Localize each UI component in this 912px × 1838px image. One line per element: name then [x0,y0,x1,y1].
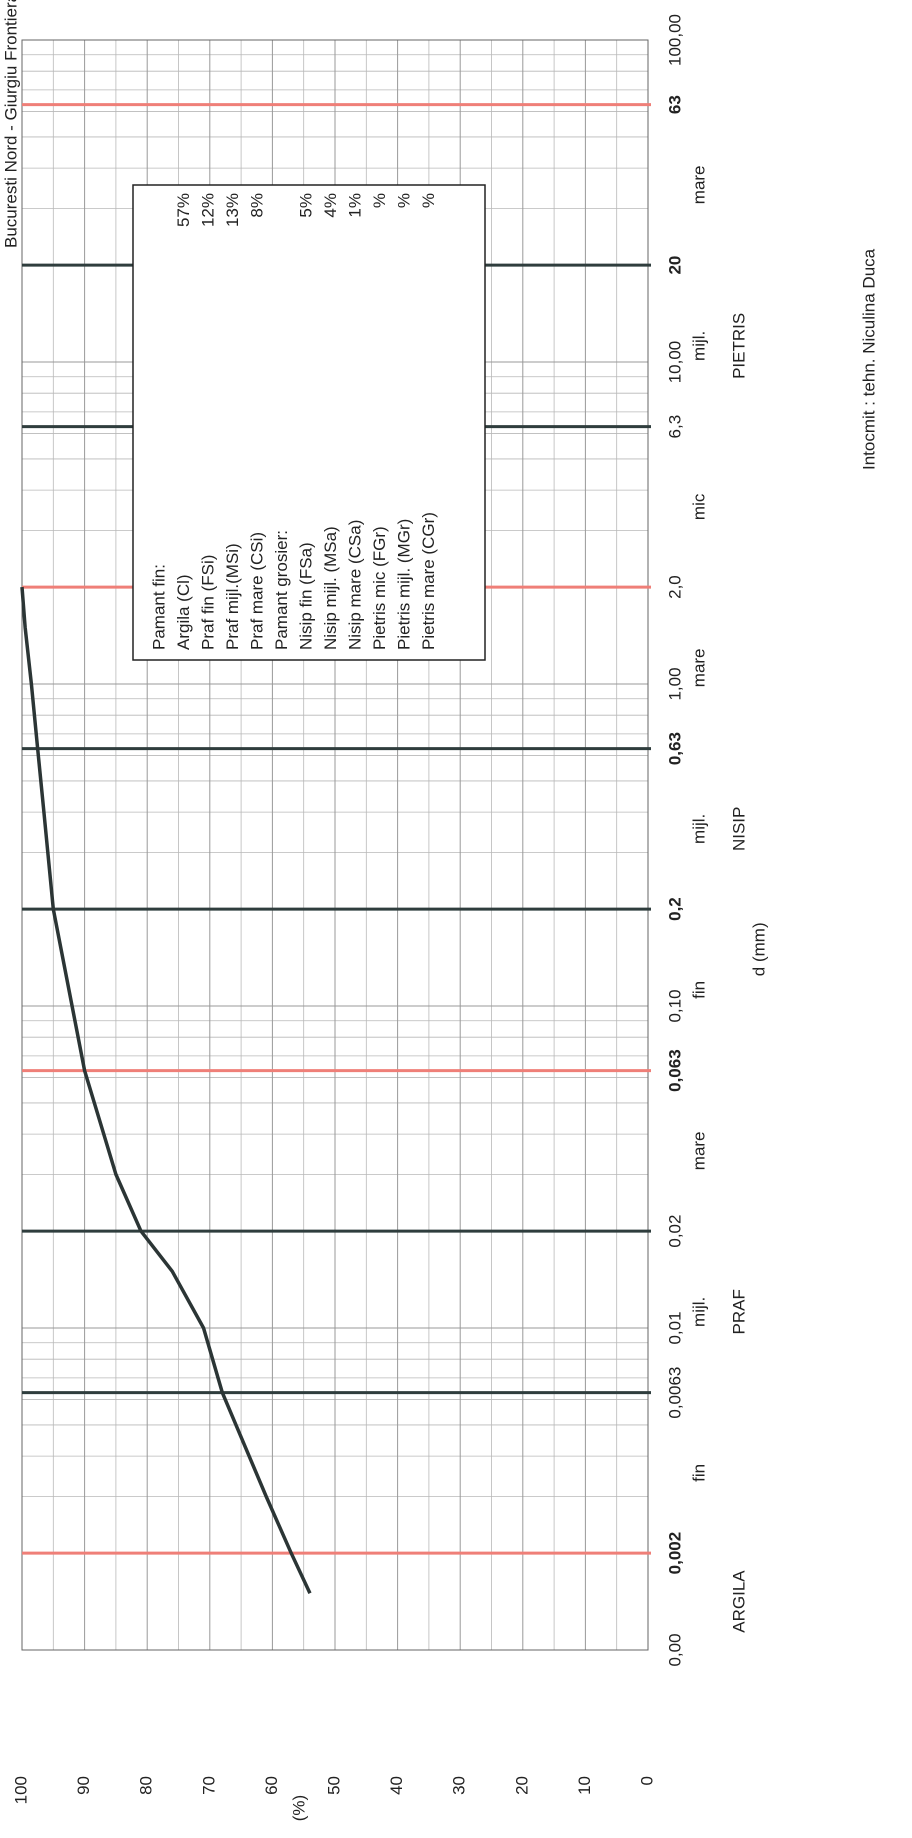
x-tick-label: 6,3 [665,415,684,439]
x-tick-label: 63 [665,95,684,114]
legend-heading: Pamant fin: [149,564,168,650]
y-tick-label: 70 [199,1776,218,1795]
footer: Intocmit : tehn. Niculina Duca [859,248,878,470]
legend-item: Nisip mijl. (MSa) [321,526,340,650]
legend-value: 5% [296,193,315,218]
subzone-label: fin [689,981,708,999]
x-tick-label: 0,063 [665,1049,684,1092]
subzone-label: fin [689,1464,708,1482]
x-tick-label: 20 [665,256,684,275]
subzone-label: mijl. [689,1297,708,1327]
y-tick-label: 90 [74,1776,93,1795]
subzone-label: mijl. [689,814,708,844]
legend-value: 1% [345,193,364,218]
zone-label: PRAF [729,1289,748,1334]
legend-heading: Pamant grosier: [272,530,291,650]
legend-item: Argila (Cl) [174,574,193,650]
legend-item: Pietris mijl. (MGr) [394,519,413,650]
x-tick-label: 0,10 [665,989,684,1022]
x-tick-label: 0,2 [665,897,684,921]
legend-item: Praf fin (FSi) [198,555,217,650]
legend-value: % [394,193,413,208]
y-tick-label: 80 [137,1776,156,1795]
x-tick-label: 0,01 [665,1311,684,1344]
legend-value: 13% [223,193,242,227]
plot-frame [21,39,649,1651]
y-tick-label: 100 [11,1776,30,1804]
zone-label: NISIP [729,807,748,851]
subzone-label: mic [689,493,708,520]
x-axis-label: d (mm) [749,922,768,976]
legend-item: Nisip mare (CSa) [345,520,364,650]
legend-value: 4% [321,193,340,218]
legend-item: Praf mare (CSi) [247,532,266,650]
legend-box [132,184,486,661]
subzone-label: mare [689,165,708,204]
y-tick-label: 30 [450,1776,469,1795]
legend-item: Pietris mare (CGr) [419,512,438,650]
zone-label: ARGILA [729,1570,748,1633]
y-tick-label: 0 [637,1776,656,1785]
y-tick-label: 60 [262,1776,281,1795]
subzone-label: mijl. [689,331,708,361]
x-tick-label: 1,00 [665,667,684,700]
subzone-label: mare [689,1131,708,1170]
chart-body: Bucuresti Nord - Giurgiu Frontiera 0 10 20… [1,0,878,1821]
subzone-label: mare [689,648,708,687]
y-axis-label: (%) [289,1795,308,1821]
y-tick-label: 10 [575,1776,594,1795]
curve [20,586,312,1595]
legend-item: Praf mijl.(MSi) [223,543,242,650]
legend-value: 12% [198,193,217,227]
legend-value: % [370,193,389,208]
y-tick-label: 50 [324,1776,343,1795]
legend-value: 8% [247,193,266,218]
x-tick-label: 0,0063 [665,1367,684,1419]
x-tick-label: 0,02 [665,1215,684,1248]
x-tick-label: 0,63 [665,732,684,765]
legend-item: Pietris mic (FGr) [370,526,389,650]
y-tick-label: 40 [387,1776,406,1795]
x-tick-label: 100,00 [665,14,684,66]
x-tick-label: 0,00 [665,1633,684,1666]
chart-title: Bucuresti Nord - Giurgiu Frontiera [1,0,20,248]
x-tick-label: 2,0 [665,575,684,599]
x-tick-label: 10,00 [665,341,684,384]
zone-label: PIETRIS [729,313,748,379]
legend-item: Nisip fin (FSa) [296,542,315,650]
x-tick-label: 0,002 [665,1532,684,1575]
y-tick-label: 20 [512,1776,531,1795]
legend-value: % [419,193,438,208]
legend-value: 57% [174,193,193,227]
